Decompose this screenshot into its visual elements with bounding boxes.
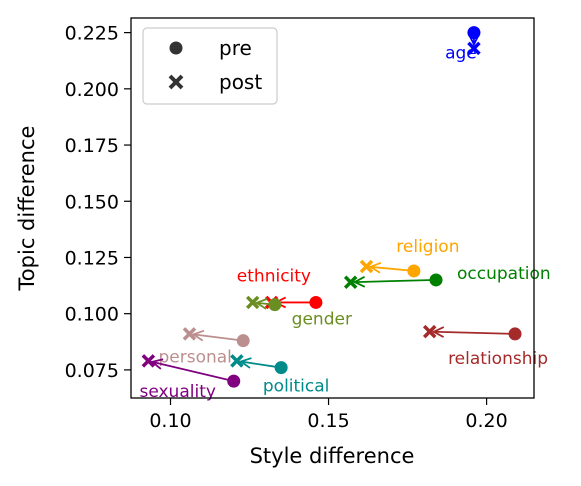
point-label-relationship: relationship (448, 349, 548, 369)
arrow-head-sexuality (150, 358, 164, 370)
pre-point-religion (407, 264, 421, 278)
series-occupation: occupation (343, 264, 551, 289)
arrow-head-occupation (352, 276, 366, 288)
y-axis-label: Topic difference (15, 126, 39, 292)
pre-point-sexuality (227, 374, 241, 388)
post-point-religion (359, 259, 374, 274)
x-tick-label: 0.10 (149, 410, 191, 432)
pre-point-age (467, 26, 481, 40)
y-tick-label: 0.075 (65, 360, 119, 382)
shift-arrow-personal (193, 333, 246, 342)
point-label-gender: gender (292, 310, 352, 330)
x-tick-label: 0.20 (465, 410, 507, 432)
post-point-political (230, 354, 244, 368)
post-point-age (467, 41, 481, 56)
series-religion: religion (359, 237, 459, 278)
legend-label-post: post (219, 70, 262, 94)
post-point-sexuality (141, 354, 156, 368)
series-personal: personal (158, 327, 250, 368)
y-axis: 0.075 0.100 0.125 0.150 0.175 0.200 0.225 (65, 23, 131, 382)
legend-circle-marker (169, 41, 183, 55)
y-tick-label: 0.200 (65, 79, 119, 101)
y-tick-label: 0.150 (65, 191, 119, 213)
y-tick-label: 0.125 (65, 247, 119, 269)
post-point-occupation (343, 275, 358, 289)
shift-arrow-occupation (354, 279, 439, 283)
y-tick-label: 0.225 (65, 23, 119, 45)
x-axis: 0.10 0.15 0.20 (149, 398, 508, 432)
legend-x-marker (168, 74, 184, 90)
x-axis-label: Style difference (250, 444, 415, 468)
post-point-relationship (422, 324, 437, 339)
shift-arrow-sexuality (152, 360, 236, 383)
plot-layer: age religion occupation ethnicity gender rela… (139, 26, 551, 402)
pre-point-political (274, 361, 288, 375)
point-label-sexuality: sexuality (139, 382, 215, 402)
point-label-religion: religion (396, 237, 459, 257)
series-relationship: relationship (422, 324, 548, 369)
arrow-head-religion (368, 261, 382, 274)
pre-point-occupation (429, 273, 443, 287)
series-sexuality: sexuality (139, 354, 241, 402)
x-tick-label: 0.15 (307, 410, 349, 432)
plot-frame (130, 17, 535, 399)
pre-point-personal (236, 334, 250, 348)
point-label-political: political (263, 377, 330, 397)
arrow-head-political (238, 357, 252, 369)
pre-point-relationship (508, 327, 522, 341)
y-tick-label: 0.100 (65, 304, 119, 326)
point-label-personal: personal (158, 348, 231, 368)
post-point-gender (245, 295, 260, 310)
point-label-age: age (445, 44, 477, 64)
y-tick-label: 0.175 (65, 135, 119, 157)
series-gender: gender (245, 295, 352, 330)
post-point-personal (182, 327, 197, 341)
arrow-head-personal (191, 329, 205, 342)
shift-arrow-relationship (433, 330, 518, 335)
pre-point-gender (268, 298, 282, 312)
point-label-occupation: occupation (457, 264, 551, 284)
series-political: political (230, 354, 330, 397)
point-label-ethnicity: ethnicity (237, 266, 311, 286)
pre-point-ethnicity (309, 295, 323, 309)
legend: pre post (142, 27, 278, 105)
series-age: age (445, 26, 481, 64)
legend-label-pre: pre (219, 36, 252, 60)
arrow-head-gender (254, 298, 268, 310)
arrow-head-relationship (431, 326, 445, 338)
